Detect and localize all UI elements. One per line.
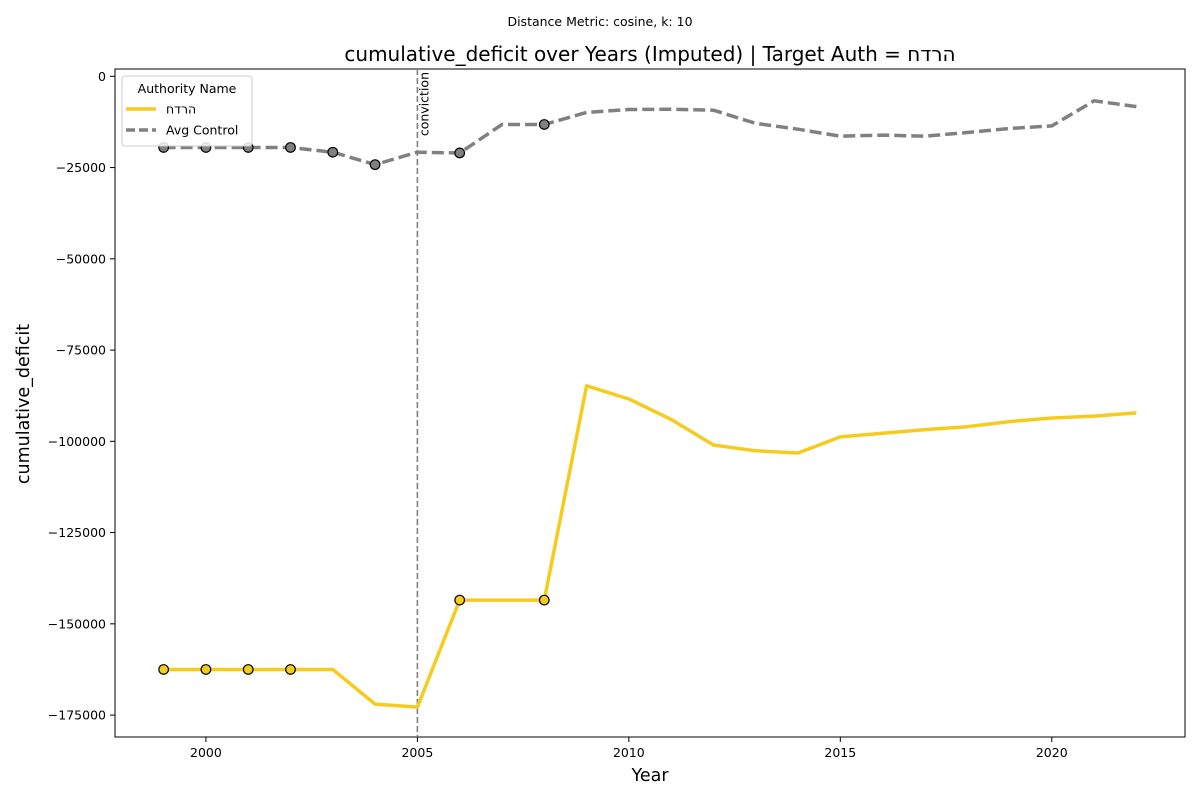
legend-label-0: הרדח [166,102,196,117]
chart-title: cumulative_deficit over Years (Imputed) … [344,42,955,66]
conviction-label: conviction [416,72,431,136]
y-tick-label: −175000 [48,708,106,723]
x-tick-label: 2010 [613,745,645,760]
y-tick-label: −125000 [48,525,106,540]
plot-area: 2000 2005 2010 2015 2020 0 −25000 −50000 −75000 −… [48,68,1186,760]
x-tick-label: 2005 [401,745,433,760]
legend-label-1: Avg Control [166,123,238,138]
series-0-marker [200,664,212,675]
series-0-marker [242,664,254,675]
y-axis-label: cumulative_deficit [14,324,34,484]
series-0-marker [158,664,170,675]
x-tick-label: 2020 [1036,745,1068,760]
x-axis-label: Year [630,766,669,786]
y-tick-label: 0 [98,69,106,84]
series-0-marker [454,594,466,606]
series-1-marker [327,146,339,158]
series-1-marker [538,119,550,130]
chart-suptitle: Distance Metric: cosine, k: 10 [507,14,692,29]
x-tick-label: 2000 [190,745,222,760]
series-1-marker [285,142,296,153]
series-1-marker [454,147,466,159]
y-tick-label: −100000 [48,434,106,449]
plot-frame [114,68,1186,738]
series-line-0 [163,384,1137,709]
y-tick-label: −50000 [56,251,106,266]
y-tick-label: −150000 [48,616,106,631]
legend: Authority Name הרדח Avg Control [121,75,253,147]
series-0-marker [285,664,296,675]
y-tick-label: −75000 [56,343,106,358]
y-tick-label: −25000 [56,160,106,175]
legend-title: Authority Name [138,81,237,96]
series-1-marker [369,159,381,171]
series-0-marker [538,594,550,606]
series-line-1 [163,99,1137,167]
x-tick-label: 2015 [824,745,856,760]
